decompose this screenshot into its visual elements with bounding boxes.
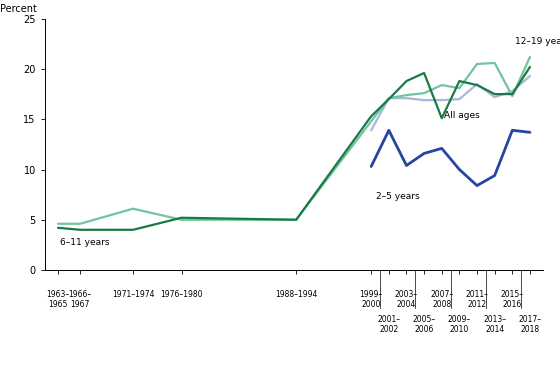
Text: 1988–1994: 1988–1994 [275, 290, 318, 299]
Text: 2011–
2012: 2011– 2012 [465, 290, 488, 309]
Text: 1971–1974: 1971–1974 [112, 290, 154, 299]
Text: 1976–1980: 1976–1980 [160, 290, 203, 299]
Text: 2005–
2006: 2005– 2006 [413, 315, 436, 334]
Text: 2009–
2010: 2009– 2010 [448, 315, 471, 334]
Text: 2003–
2004: 2003– 2004 [395, 290, 418, 309]
Text: 2007–
2008: 2007– 2008 [430, 290, 454, 309]
Text: 1966–
1967: 1966– 1967 [68, 290, 92, 309]
Text: Percent: Percent [0, 4, 37, 14]
Text: 2013–
2014: 2013– 2014 [483, 315, 506, 334]
Text: 1963–
1965: 1963– 1965 [46, 290, 69, 309]
Text: All ages: All ages [445, 111, 480, 120]
Text: 2017–
2018: 2017– 2018 [519, 315, 542, 334]
Text: 12–19 years: 12–19 years [515, 37, 560, 46]
Text: 2001–
2002: 2001– 2002 [377, 315, 400, 334]
Text: 6–11 years: 6–11 years [60, 238, 109, 247]
Text: 2–5 years: 2–5 years [376, 192, 419, 201]
Text: 2015–
2016: 2015– 2016 [501, 290, 524, 309]
Text: 1999–
2000: 1999– 2000 [360, 290, 383, 309]
